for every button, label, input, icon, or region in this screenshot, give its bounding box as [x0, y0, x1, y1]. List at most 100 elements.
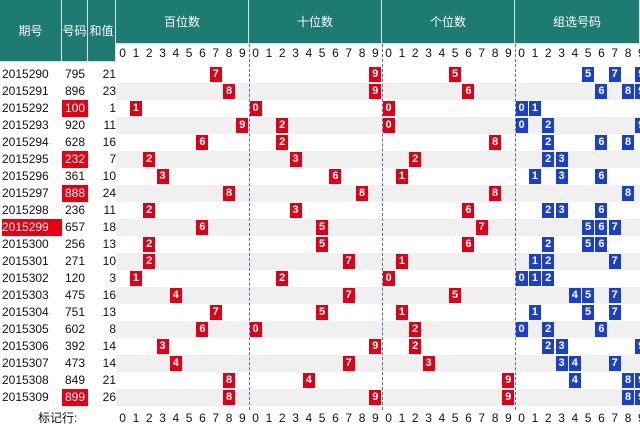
hundreds-footer-digit: 5: [185, 411, 193, 425]
hundreds-digit-header: 5: [185, 46, 193, 60]
units-mark: 8: [489, 135, 501, 150]
group-digit-header: 9: [635, 44, 640, 62]
row-issue: 2015303: [2, 288, 49, 302]
group-mark: 5: [582, 305, 595, 320]
group-mark: 9: [635, 84, 640, 99]
row-issue: 2015307: [2, 356, 49, 370]
row-sum: 14: [102, 356, 116, 370]
tens-footer-digit: 6: [332, 411, 339, 425]
units-digit-header: 0: [385, 46, 392, 60]
units-mark: 0: [382, 271, 395, 286]
tens-mark: 3: [289, 203, 302, 218]
header-group: 组选号码: [515, 0, 640, 44]
row-sum: 7: [109, 152, 116, 166]
row-sum: 11: [103, 203, 116, 217]
row-sum: 1: [109, 101, 116, 115]
group-mark: 5: [582, 288, 595, 303]
section-divider: [249, 44, 250, 410]
units-mark: 2: [409, 152, 422, 167]
hundreds-footer-digit: 2: [145, 411, 153, 425]
units-mark: 6: [462, 84, 475, 99]
group-mark: 6: [595, 84, 608, 99]
group-mark: 0: [515, 118, 528, 133]
group-mark: 9: [635, 373, 640, 388]
group-mark: 7: [608, 254, 621, 269]
row-stripe: [116, 117, 640, 134]
group-digit-header: 5: [584, 46, 592, 60]
group-mark: 5: [582, 237, 595, 252]
hundreds-digit-header: 2: [145, 46, 153, 60]
hundreds-footer-digit: 6: [199, 411, 206, 425]
row-sum: 3: [109, 271, 116, 285]
units-mark: 1: [395, 305, 408, 320]
tens-footer-digit: 3: [292, 411, 299, 425]
row-issue: 2015291: [2, 84, 49, 98]
tens-digit-header: 7: [345, 46, 353, 60]
group-mark: 1: [528, 305, 541, 320]
row-sum: 13: [102, 305, 116, 319]
group-mark: 8: [622, 373, 634, 388]
footer-row: [0, 410, 640, 427]
tens-mark: 7: [342, 356, 355, 371]
row-sum: 21: [102, 373, 116, 387]
units-digit-header: 8: [491, 46, 499, 60]
hundreds-mark: 6: [196, 322, 209, 337]
tens-footer-digit: 8: [358, 411, 366, 425]
units-footer-digit: 8: [491, 411, 499, 425]
group-digit-header: 0: [518, 46, 525, 60]
group-mark: 6: [595, 203, 608, 218]
hundreds-mark: 8: [223, 186, 235, 201]
tens-digit-header: 3: [292, 46, 299, 60]
tens-mark: 3: [289, 152, 302, 167]
units-digit-header: 2: [411, 46, 419, 60]
hundreds-digit-header: 9: [238, 46, 246, 60]
hundreds-mark: 3: [156, 339, 169, 354]
group-mark: 6: [595, 220, 608, 235]
group-digit-header: 2: [544, 46, 552, 60]
group-mark: 1: [528, 169, 541, 184]
hundreds-mark: 3: [156, 169, 169, 184]
row-issue: 2015292: [2, 101, 49, 115]
row-number: 896: [64, 84, 86, 98]
row-number: 361: [64, 169, 86, 183]
units-digit-header: 3: [425, 46, 432, 60]
row-stripe: [116, 185, 640, 202]
group-footer-digit: 3: [558, 411, 565, 425]
tens-digit-header: 0: [252, 46, 259, 60]
units-mark: 5: [449, 288, 462, 303]
footer-label: 标记行:: [38, 411, 78, 425]
row-issue: 2015302: [2, 271, 49, 285]
group-mark: 9: [635, 339, 640, 354]
group-footer-digit: 8: [624, 411, 632, 425]
group-mark: 8: [622, 186, 634, 201]
hundreds-mark: 4: [169, 288, 182, 303]
row-number: 271: [64, 254, 86, 268]
tens-mark: 2: [276, 135, 289, 150]
units-footer-digit: 5: [451, 411, 459, 425]
group-footer-digit: 6: [598, 411, 605, 425]
units-mark: 9: [502, 373, 515, 388]
units-digit-header: 5: [451, 46, 459, 60]
row-sum: 13: [102, 237, 116, 251]
hundreds-mark: 6: [196, 220, 209, 235]
group-mark: 6: [595, 322, 608, 337]
units-footer-digit: 0: [385, 411, 392, 425]
group-mark: 8: [622, 135, 634, 150]
row-sum: 26: [102, 390, 116, 404]
units-digit-header: 1: [398, 46, 406, 60]
group-mark: 3: [555, 203, 568, 218]
group-mark: 0: [515, 271, 528, 286]
group-digit-header: 3: [558, 46, 565, 60]
hundreds-footer-digit: 8: [225, 411, 233, 425]
hundreds-digit-header: 6: [199, 46, 206, 60]
group-mark: 9: [635, 118, 640, 133]
tens-mark: 8: [356, 186, 368, 201]
row-number: 232: [62, 151, 88, 168]
group-mark: 3: [555, 152, 568, 167]
group-digit-header: 6: [598, 46, 605, 60]
group-mark: 1: [528, 271, 541, 286]
units-mark: 1: [395, 169, 408, 184]
units-footer-digit: 4: [438, 411, 446, 425]
group-mark: 2: [542, 339, 555, 354]
tens-footer-digit: 7: [345, 411, 353, 425]
